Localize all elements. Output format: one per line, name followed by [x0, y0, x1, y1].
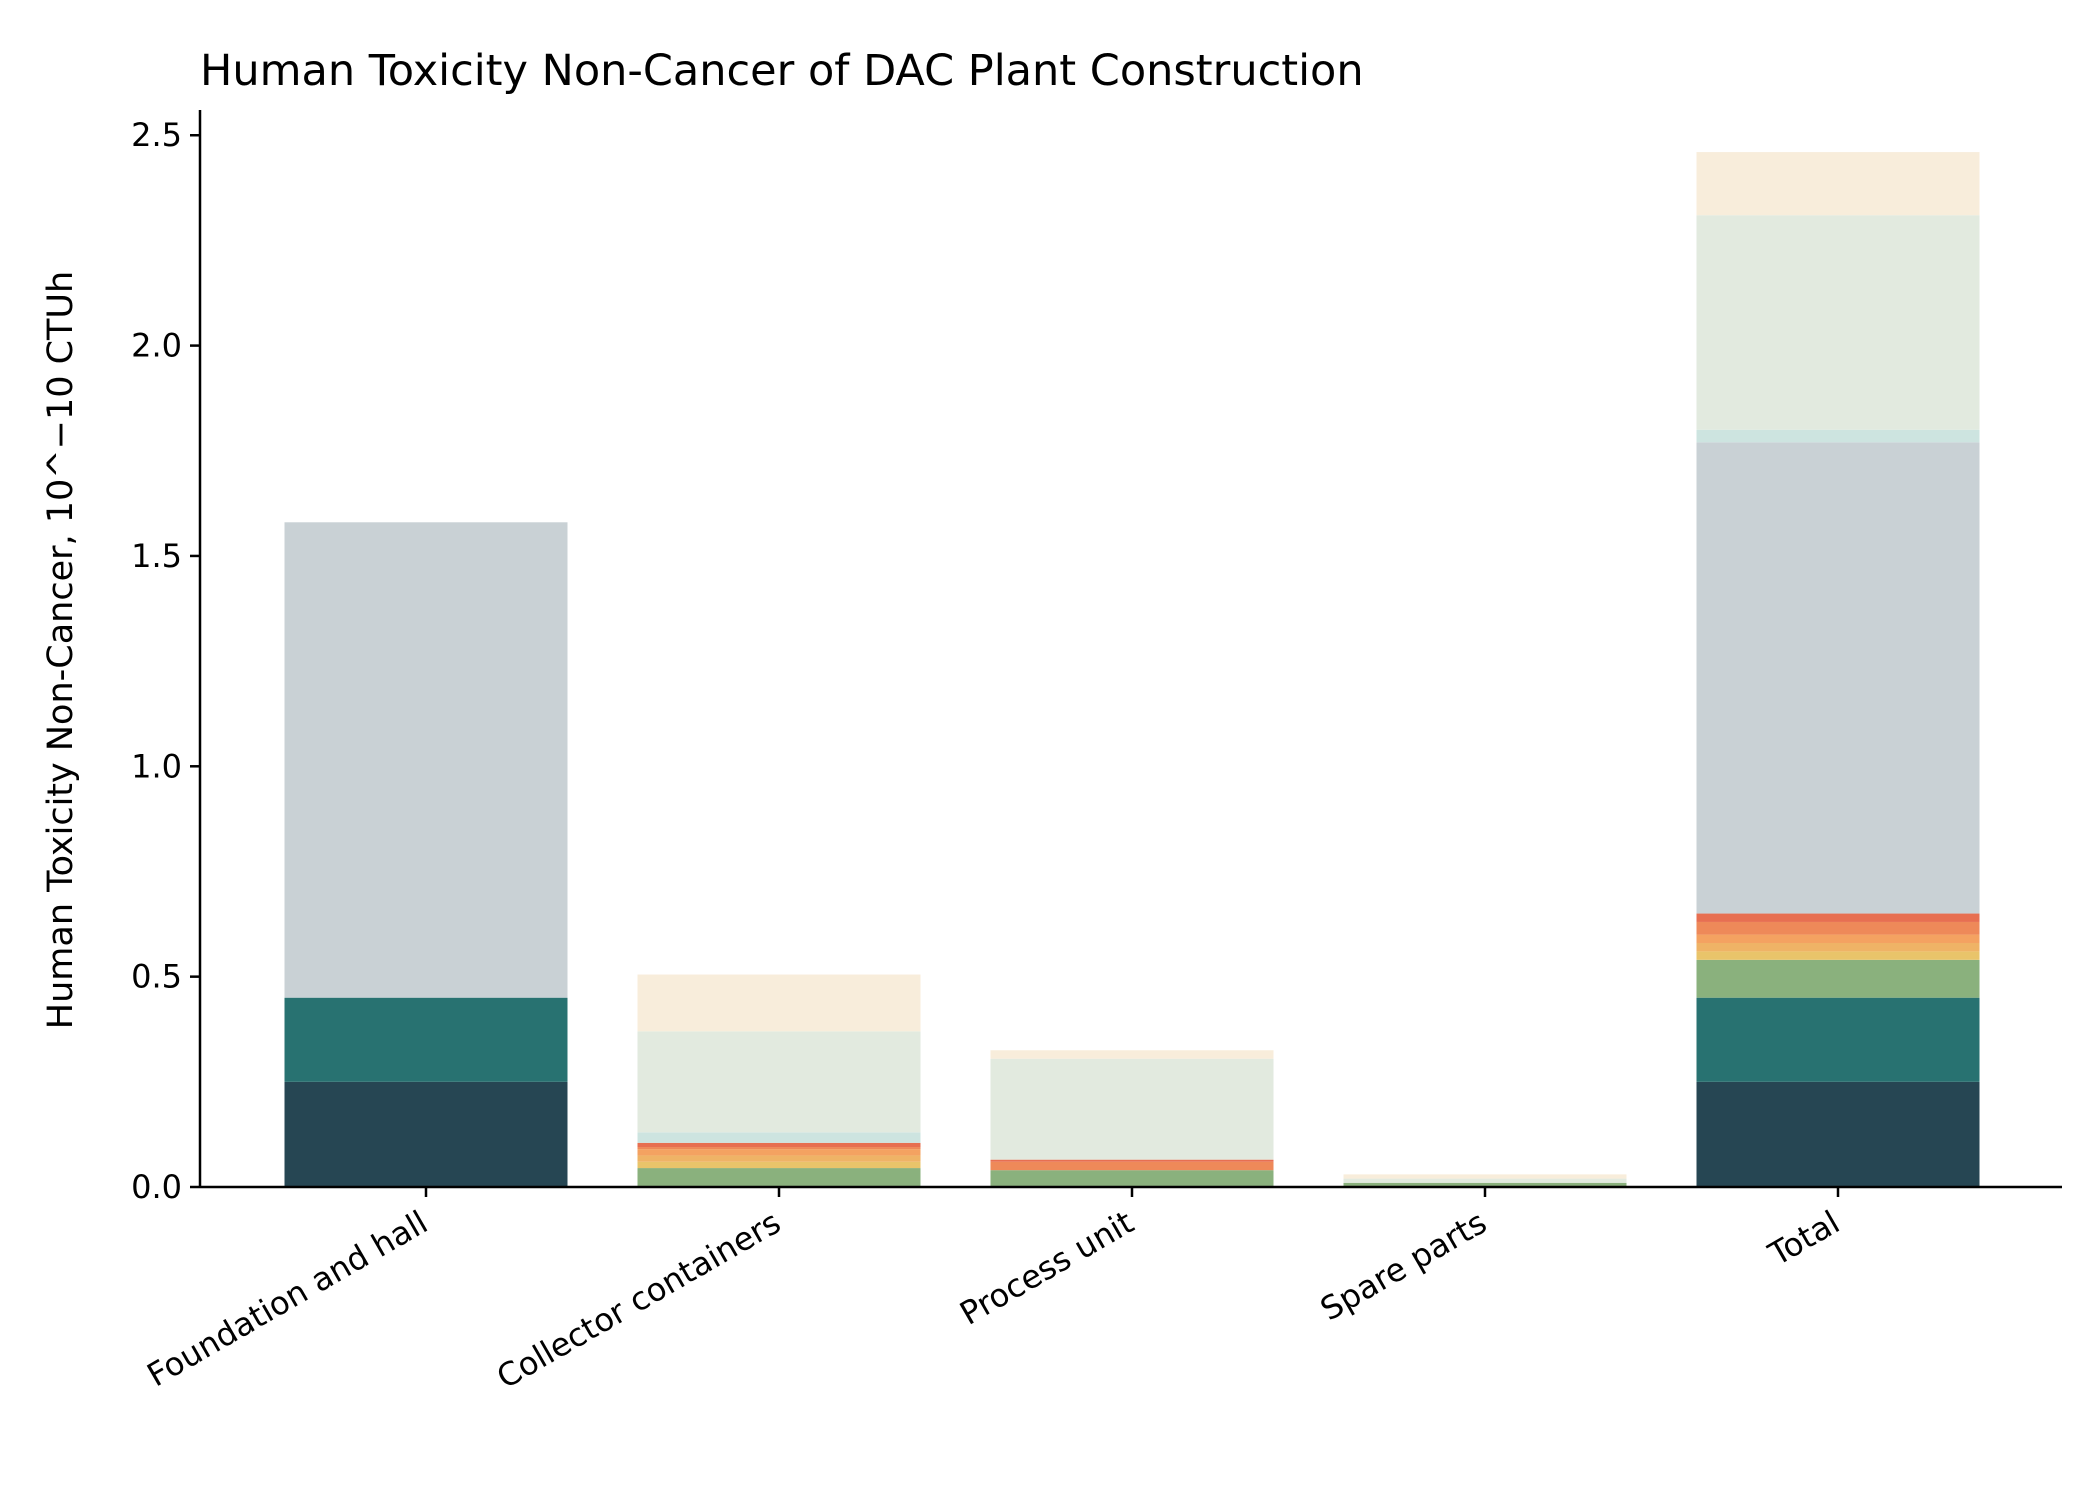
y-tick-label: 1.5	[131, 537, 182, 575]
bar-segment	[1696, 942, 1980, 952]
series-6	[637, 921, 1980, 1171]
bar-segment	[637, 1147, 921, 1150]
series-7	[637, 913, 1980, 1162]
bar-segment	[284, 1081, 568, 1187]
series-9	[637, 429, 1980, 1143]
bar-segment	[1696, 959, 1980, 998]
bar-segment	[990, 1170, 1274, 1187]
series-5	[637, 934, 1980, 1156]
bar-segment	[637, 974, 921, 1032]
chart-title: Human Toxicity Non-Cancer of DAC Plant C…	[200, 46, 1364, 96]
bar-segment	[1343, 1178, 1627, 1183]
bar-segment	[1343, 1182, 1627, 1187]
y-tick-label: 1.0	[131, 747, 182, 785]
series-11	[637, 152, 1980, 1179]
y-axis-label: Human Toxicity Non-Cancer, 10^−10 CTUh	[41, 271, 81, 1029]
bar-segment	[1343, 1174, 1627, 1179]
bar-segment	[637, 1161, 921, 1169]
bar-segment	[1696, 913, 1980, 922]
series-10	[637, 215, 1980, 1183]
series-2	[637, 959, 1980, 1187]
bar-segment	[1696, 934, 1980, 943]
bar-segment	[637, 1149, 921, 1156]
bar-segment	[637, 1132, 921, 1143]
bar-segment	[1696, 152, 1980, 216]
bars-layer	[284, 152, 1980, 1187]
bar-segment	[990, 1161, 1274, 1171]
bar-segment	[1696, 429, 1980, 443]
bar-segment	[637, 1031, 921, 1133]
y-tick-label: 0.5	[131, 958, 182, 996]
bar-segment	[637, 1155, 921, 1162]
series-4	[637, 942, 1980, 1162]
series-0	[284, 1081, 1980, 1187]
bar-segment	[1696, 1081, 1980, 1187]
series-8	[284, 442, 1980, 998]
series-3	[637, 951, 1980, 1169]
bar-segment	[1696, 215, 1980, 430]
bar-segment	[637, 1142, 921, 1148]
y-tick-label: 2.5	[131, 116, 182, 154]
y-tick-label: 0.0	[131, 1168, 182, 1206]
bar-segment	[990, 1058, 1274, 1160]
bar-segment	[1696, 921, 1980, 935]
series-1	[284, 997, 1980, 1082]
y-tick-label: 2.0	[131, 327, 182, 365]
bar-segment	[1696, 951, 1980, 960]
bar-segment	[1696, 442, 1980, 914]
bar-segment	[284, 997, 568, 1082]
bar-segment	[284, 522, 568, 998]
bar-segment	[1696, 997, 1980, 1082]
bar-segment	[637, 1168, 921, 1187]
bar-segment	[990, 1159, 1274, 1162]
bar-segment	[990, 1050, 1274, 1059]
